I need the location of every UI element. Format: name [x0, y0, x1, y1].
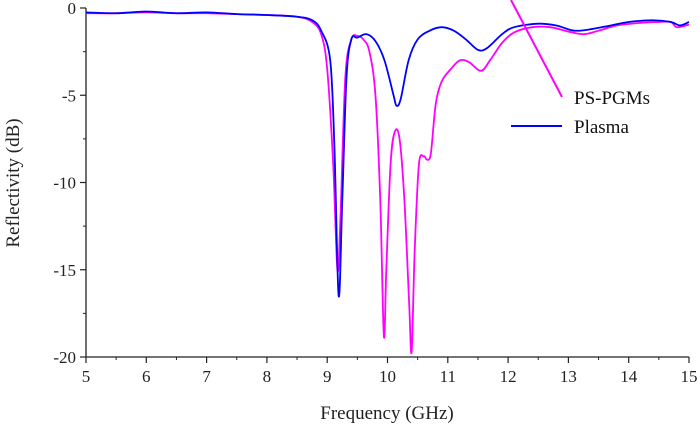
y-tick-label: -10 — [53, 174, 76, 193]
legend-swatch-ps-pgms — [510, 0, 563, 98]
legend: PS-PGMs Plasma — [510, 0, 650, 138]
x-tick-label: 5 — [82, 367, 91, 386]
series-line-plasma — [85, 10, 690, 298]
x-tick-label: 12 — [500, 367, 517, 386]
x-tick-label: 9 — [323, 367, 332, 386]
x-tick-label: 11 — [440, 367, 456, 386]
y-tick-label: 0 — [68, 0, 77, 18]
x-tick-label: 14 — [620, 367, 638, 386]
y-tick-label: -5 — [62, 86, 76, 105]
x-tick-label: 6 — [142, 367, 151, 386]
legend-label-ps-pgms: PS-PGMs — [574, 88, 650, 109]
y-tick-label: -15 — [53, 261, 76, 280]
x-tick-label: 7 — [202, 367, 211, 386]
x-tick-label: 10 — [379, 367, 396, 386]
x-tick-label: 15 — [681, 367, 698, 386]
x-tick-label: 13 — [560, 367, 577, 386]
axis-ticks: 5 6 7 8 9 10 11 12 13 14 15 0 -5 -10 -15 -20 — [53, 0, 697, 386]
x-tick-label: 8 — [263, 367, 272, 386]
legend-label-plasma: Plasma — [574, 117, 629, 138]
plot-area — [85, 8, 689, 358]
y-axis-title: Reflectivity (dB) — [3, 118, 24, 247]
x-axis-title: Frequency (GHz) — [320, 403, 453, 424]
series-line-ps-pgms — [85, 11, 690, 355]
series-lines — [85, 10, 690, 355]
y-tick-label: -20 — [53, 348, 76, 367]
